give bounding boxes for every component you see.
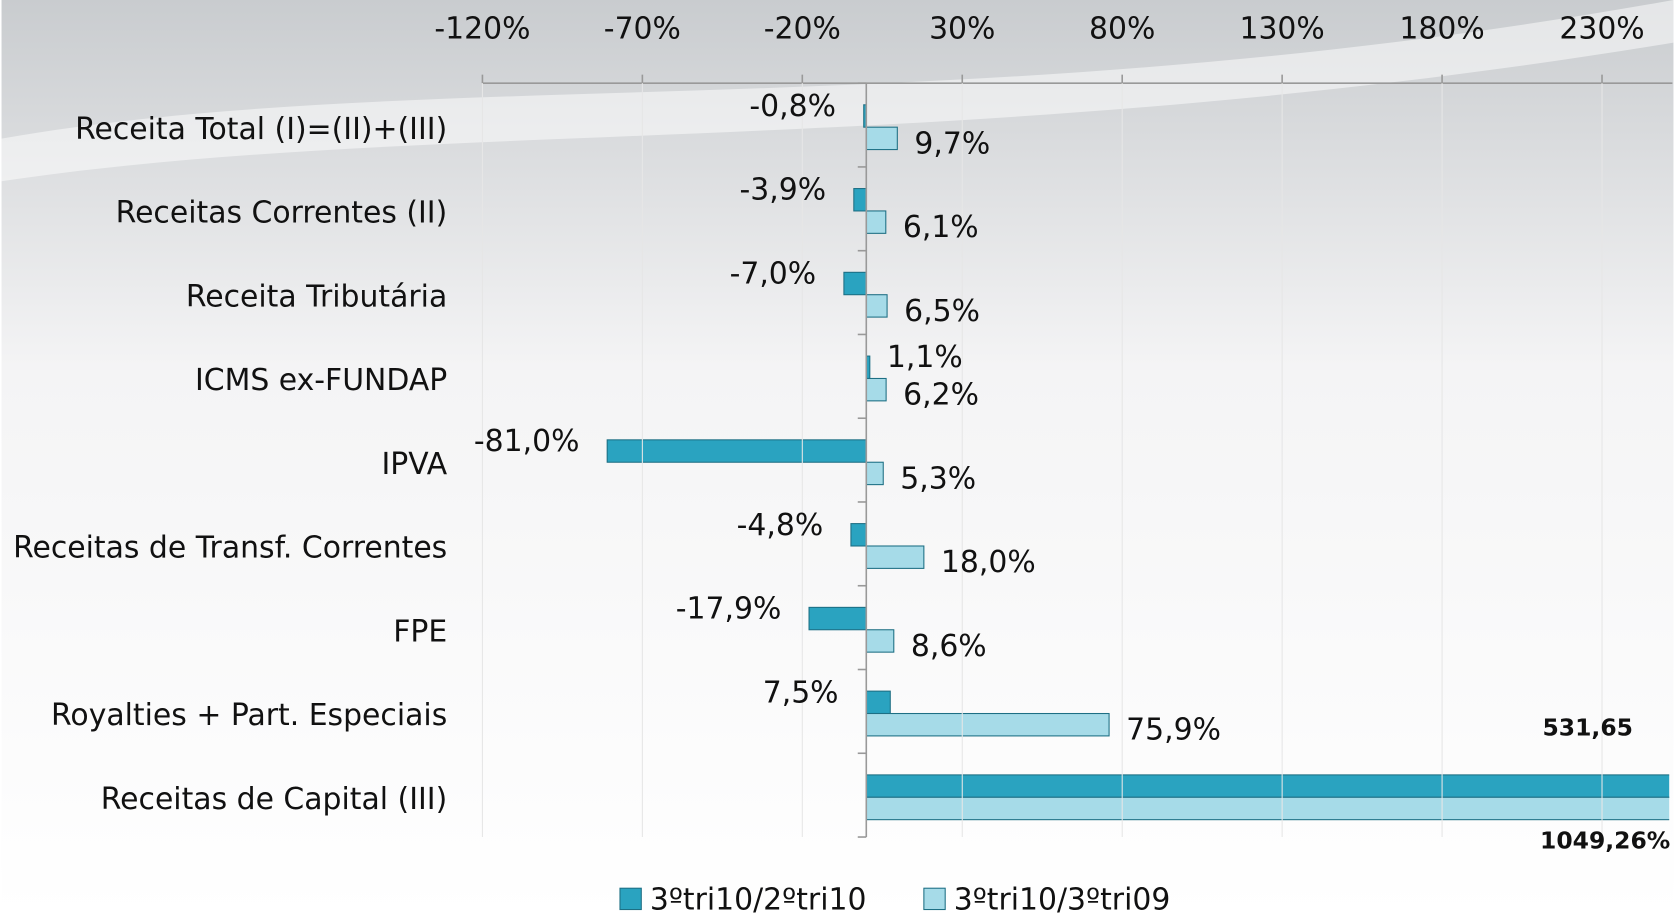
x-tick-label: 230% xyxy=(1559,11,1644,46)
legend-label: 3ºtri10/2ºtri10 xyxy=(650,883,867,917)
bar xyxy=(606,439,867,463)
bar xyxy=(865,294,888,318)
swoosh xyxy=(1,0,1674,182)
category-label: Receita Total (I)=(II)+(III) xyxy=(75,112,447,147)
value-label: -17,9% xyxy=(676,592,782,627)
value-label: 1,1% xyxy=(887,340,963,375)
plot xyxy=(606,104,1670,821)
bar xyxy=(865,210,887,234)
category-label: Royalties + Part. Especiais xyxy=(51,698,447,733)
value-label: 7,5% xyxy=(763,675,839,710)
value-label: -0,8% xyxy=(749,89,836,124)
value-label: 5,3% xyxy=(900,461,976,496)
bar xyxy=(808,606,867,631)
value-label: 75,9% xyxy=(1126,713,1221,748)
x-tick-label: 30% xyxy=(929,11,995,46)
value-label: 6,2% xyxy=(903,378,979,413)
bar xyxy=(865,629,895,653)
x-tick-label: 130% xyxy=(1239,11,1324,46)
x-tick-label: 80% xyxy=(1089,11,1155,46)
bar xyxy=(850,523,867,547)
bar xyxy=(865,690,891,715)
value-label: 9,7% xyxy=(914,126,990,161)
legend-swatch xyxy=(619,887,642,911)
bar xyxy=(865,712,1110,737)
bar xyxy=(865,545,925,569)
category-label: IPVA xyxy=(382,447,448,482)
value-label: 531,65 xyxy=(1542,714,1632,742)
legend-label: 3ºtri10/3ºtri09 xyxy=(954,883,1171,917)
bar xyxy=(865,774,1670,798)
bar xyxy=(865,796,1670,821)
legend-swatch xyxy=(923,887,946,911)
value-label: 18,0% xyxy=(941,545,1036,580)
value-label: -81,0% xyxy=(474,424,580,459)
bar xyxy=(853,188,867,212)
bar xyxy=(865,377,887,402)
x-tick-label: -120% xyxy=(434,11,530,46)
x-tick-label: 180% xyxy=(1399,11,1484,46)
value-label: 1049,26% xyxy=(1540,827,1670,855)
category-label: ICMS ex-FUNDAP xyxy=(195,363,447,398)
category-label: Receitas de Transf. Correntes xyxy=(13,531,447,566)
value-label: -4,8% xyxy=(737,508,824,543)
category-label: Receita Tributária xyxy=(186,279,447,314)
x-tick-label: -20% xyxy=(764,11,841,46)
value-label: -7,0% xyxy=(730,256,817,291)
bar xyxy=(865,461,884,486)
x-tick-label: -70% xyxy=(604,11,681,46)
category-label: FPE xyxy=(393,614,447,649)
value-label: 8,6% xyxy=(911,629,987,664)
value-label: 6,5% xyxy=(904,294,980,329)
category-label: Receitas de Capital (III) xyxy=(101,782,447,817)
value-label: 6,1% xyxy=(903,210,979,245)
bar xyxy=(843,271,867,296)
value-label: -3,9% xyxy=(739,173,826,208)
category-label: Receitas Correntes (II) xyxy=(116,196,448,231)
bar xyxy=(865,126,898,151)
